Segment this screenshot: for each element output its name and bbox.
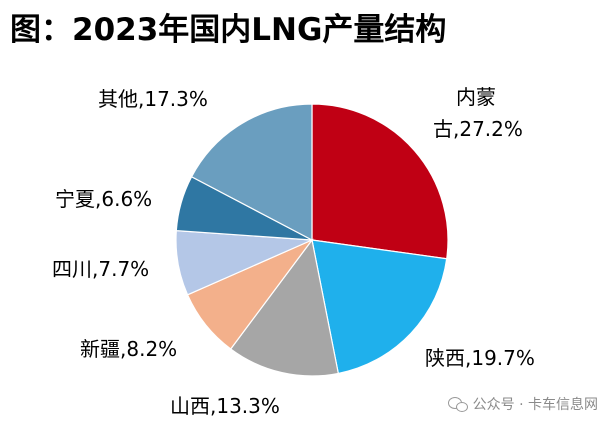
slice-label-other: 其他,17.3% [98, 87, 208, 111]
slice-label-shaanxi: 陕西,19.7% [425, 346, 535, 370]
watermark-text: 公众号 · 卡车信息网 [472, 397, 598, 413]
watermark: 公众号 · 卡车信息网 [447, 394, 598, 414]
slice-label-xinjiang: 新疆,8.2% [80, 337, 178, 361]
slice-label-shanxi: 山西,13.3% [170, 394, 280, 418]
slice-label-neimeng-line1: 内蒙 [456, 85, 496, 109]
slice-label-neimeng-line2: 古,27.2% [433, 117, 523, 141]
pie-slice-6 [190, 103, 313, 241]
pie-slice-0 [311, 103, 449, 260]
slice-label-sichuan: 四川,7.7% [52, 257, 150, 281]
wechat-icon [447, 396, 468, 412]
pie-slice-2 [229, 238, 340, 377]
pie-slice-1 [311, 239, 448, 375]
page-title: 图：2023年国内LNG产量结构 [10, 12, 447, 48]
slice-label-ningxia: 宁夏,6.6% [55, 187, 153, 211]
